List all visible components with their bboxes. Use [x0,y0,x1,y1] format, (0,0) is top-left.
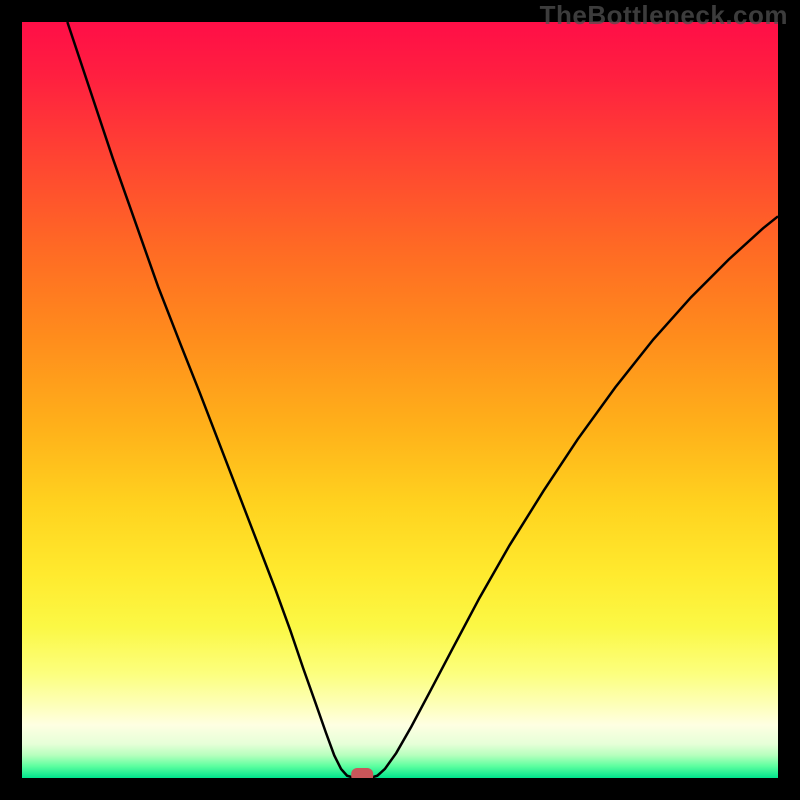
bottleneck-chart: TheBottleneck.com [0,0,800,800]
chart-background [22,22,778,778]
watermark-label: TheBottleneck.com [540,0,788,31]
chart-svg [0,0,800,800]
